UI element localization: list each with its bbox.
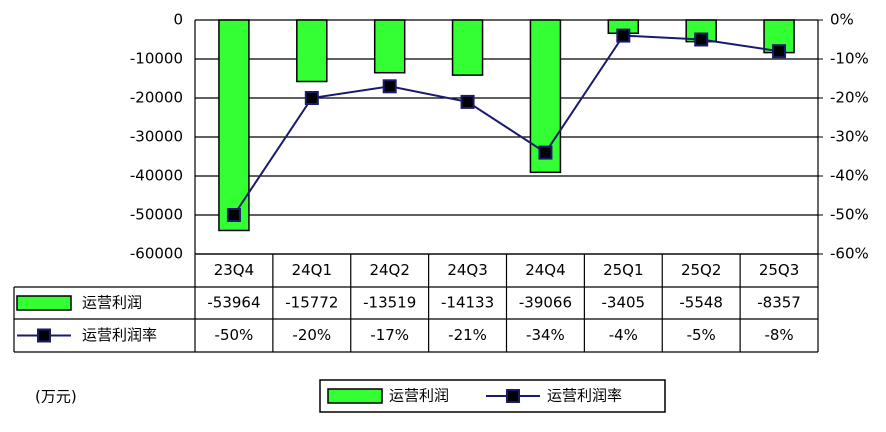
legend-label: 运营利润率 <box>547 387 622 405</box>
rate-marker <box>694 32 709 47</box>
legend-label: 运营利润 <box>389 387 449 405</box>
y-tick-label: -10000 <box>130 50 183 68</box>
rate-marker <box>226 208 241 222</box>
y-tick-label: -20000 <box>130 89 183 107</box>
y2-tick-label: 0% <box>830 11 854 29</box>
table-legend-swatch <box>16 295 72 311</box>
rate-marker <box>304 91 319 105</box>
table-value: -50% <box>215 326 254 344</box>
table-value: -4% <box>609 326 638 344</box>
table-value: -53964 <box>207 294 260 312</box>
y2-tick-label: -30% <box>830 128 869 146</box>
category-label: 24Q3 <box>447 261 487 279</box>
y2-tick-label: -20% <box>830 89 869 107</box>
table-value: -14133 <box>441 294 494 312</box>
table-value: -3405 <box>602 294 646 312</box>
category-label: 25Q2 <box>681 261 721 279</box>
table-value: -8% <box>764 326 793 344</box>
y-tick-label: -30000 <box>130 128 183 146</box>
rate-marker <box>382 79 397 94</box>
table-value: -5548 <box>679 294 723 312</box>
y-tick-label: 0 <box>173 11 183 29</box>
table-value: -17% <box>370 326 409 344</box>
legend-box <box>319 379 666 413</box>
y-tick-label: -50000 <box>130 206 183 224</box>
table-value: -5% <box>687 326 716 344</box>
table-value: -39066 <box>519 294 572 312</box>
table-legend-swatch <box>37 328 51 343</box>
y2-tick-label: -40% <box>830 167 869 185</box>
table-value: -34% <box>526 326 565 344</box>
rate-marker <box>772 44 787 59</box>
category-label: 23Q4 <box>214 261 254 279</box>
legend-swatch <box>327 388 383 404</box>
y2-tick-label: -60% <box>830 245 869 263</box>
y-tick-label: -60000 <box>130 245 183 263</box>
rate-line <box>233 34 780 216</box>
rate-marker <box>538 145 553 160</box>
table-value: -15772 <box>285 294 338 312</box>
bar <box>218 19 250 232</box>
table-value: -8357 <box>757 294 801 312</box>
bar <box>373 19 406 74</box>
y2-tick-label: -10% <box>830 50 869 68</box>
bar <box>451 19 484 76</box>
table-legend-label: 运营利润率 <box>82 326 157 344</box>
y-tick-label: -40000 <box>130 167 183 185</box>
category-label: 24Q4 <box>525 261 565 279</box>
table-legend-label: 运营利润 <box>82 294 142 312</box>
category-label: 25Q1 <box>603 261 643 279</box>
category-label: 24Q1 <box>292 261 332 279</box>
table-value: -20% <box>292 326 331 344</box>
category-label: 25Q3 <box>759 261 799 279</box>
table-value: -13519 <box>363 294 416 312</box>
y2-tick-label: -50% <box>830 206 869 224</box>
rate-marker <box>460 94 475 109</box>
legend-swatch <box>506 389 520 403</box>
table-value: -21% <box>448 326 487 344</box>
unit-label: (万元) <box>35 388 77 406</box>
bar <box>296 19 328 83</box>
category-label: 24Q2 <box>369 261 409 279</box>
rate-marker <box>616 28 631 43</box>
